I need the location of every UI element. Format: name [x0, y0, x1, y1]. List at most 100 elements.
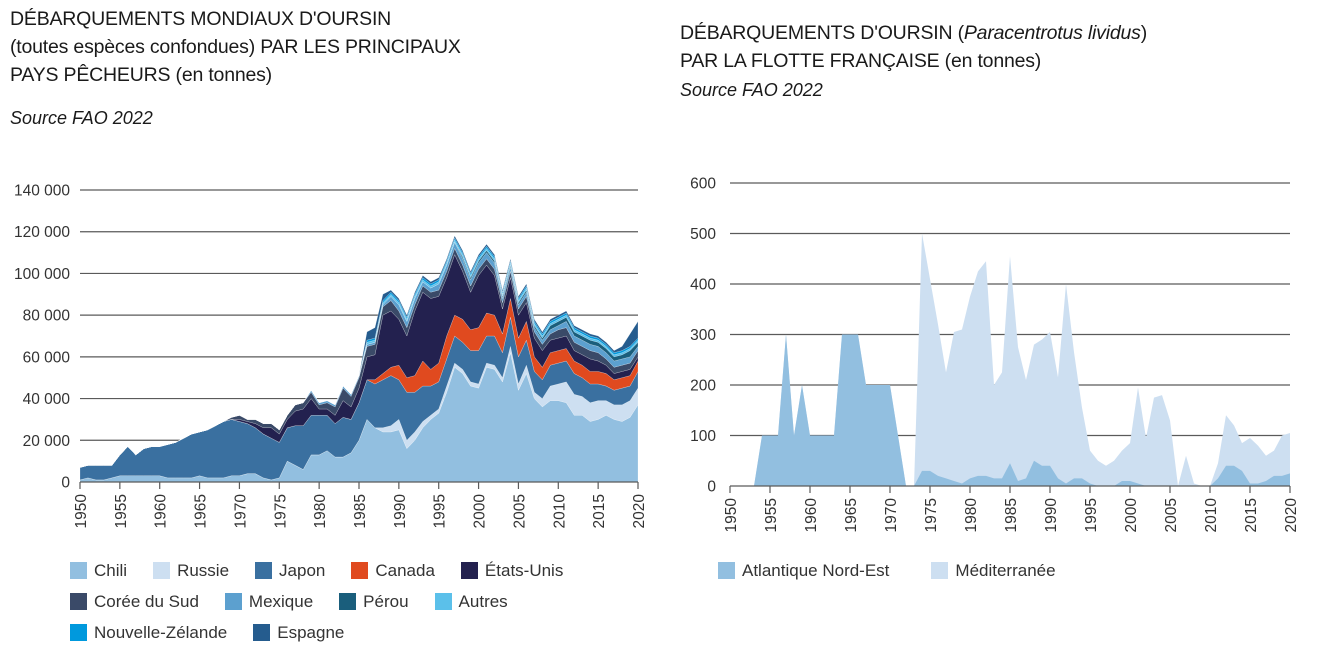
legend-swatch: [253, 624, 271, 641]
right-x-tick-label: 1975: [923, 498, 940, 532]
legend-swatch: [718, 562, 735, 579]
right-y-tick-label: 200: [690, 378, 716, 395]
left-x-tick-label: 2020: [631, 494, 648, 529]
right-title-line1: DÉBARQUEMENTS D'OURSIN (Paracentrotus li…: [680, 19, 1147, 47]
left-x-tick-label: 1985: [352, 494, 369, 528]
legend-label: Mexique: [248, 591, 314, 611]
left-areas: [79, 235, 639, 483]
legend-item-chili: Chili: [70, 561, 127, 581]
right-x-tick-label: 2020: [1283, 498, 1300, 533]
left-title-line1: DÉBARQUEMENTS MONDIAUX D'OURSIN: [10, 8, 392, 30]
legend-swatch: [70, 624, 87, 641]
right-x-tick-label: 1985: [1003, 498, 1020, 532]
legend-swatch: [460, 562, 478, 579]
legend-item-mediterranee: Méditerranée: [931, 560, 1056, 581]
right-source: Source FAO 2022: [680, 80, 823, 100]
left-x-tick-label: 2015: [591, 494, 608, 528]
right-legend: Atlantique Nord-Est Méditerranée: [718, 555, 1098, 586]
right-x-tick-label: 1980: [963, 498, 980, 533]
right-x-tick-label: 2005: [1163, 498, 1180, 532]
legend-item-mexique: Mexique: [224, 591, 314, 612]
right-y-tick-label: 0: [707, 479, 716, 496]
legend-label: Atlantique Nord-Est: [742, 560, 890, 580]
left-x-tick-label: 2000: [472, 494, 489, 529]
legend-label: Pérou: [363, 591, 409, 611]
right-chart: 0 100 200 300 400 500 600 1950 1955 1960 1965 1970 1…: [690, 176, 1300, 533]
left-x-tick-label: 1980: [312, 494, 329, 529]
left-title-line3: PAYS PÊCHEURS (en tonnes): [10, 61, 461, 89]
left-x-tick-label: 2010: [551, 494, 568, 529]
right-x-tick-label: 1950: [723, 498, 740, 533]
right-title-line1c: ): [1140, 22, 1148, 44]
left-x-tick-label: 1970: [232, 494, 249, 529]
legend-item-autres: Autres: [434, 592, 508, 612]
right-areas: [730, 233, 1290, 486]
legend-item-perou: Pérou: [339, 591, 409, 612]
right-x-tick-label: 1965: [843, 498, 860, 532]
left-legend: Chili Russie Japon Canada États-Unis Corée du…: [70, 555, 589, 648]
left-y-tick-label: 20 000: [23, 433, 71, 450]
left-x-tick-label: 1950: [73, 494, 90, 529]
left-title-line3b: (en tonnes): [170, 64, 273, 86]
legend-item-atlantique-nord-est: Atlantique Nord-Est: [718, 561, 889, 581]
legend-swatch: [339, 593, 357, 610]
right-x-tick-label: 2010: [1203, 498, 1220, 533]
legend-label: Nouvelle-Zélande: [94, 622, 228, 642]
legend-item-russie: Russie: [153, 561, 229, 581]
left-y-tick-label: 60 000: [23, 349, 71, 366]
legend-label: Méditerranée: [955, 560, 1056, 580]
left-panel: DÉBARQUEMENTS MONDIAUX D'OURSIN (toutes …: [0, 0, 660, 671]
legend-label: Chili: [94, 560, 128, 580]
right-x-tick-label: 2000: [1123, 498, 1140, 533]
left-x-tick-label: 1990: [392, 494, 409, 529]
right-y-tick-label: 600: [690, 176, 716, 193]
right-title-line1a: DÉBARQUEMENTS D'OURSIN (: [680, 22, 964, 44]
right-legend-row: Atlantique Nord-Est Méditerranée: [718, 555, 1098, 586]
legend-item-nouvelle-zelande: Nouvelle-Zélande: [70, 623, 227, 643]
right-x-tick-label: 2015: [1243, 498, 1260, 532]
legend-swatch: [931, 562, 949, 579]
left-legend-row: Nouvelle-Zélande Espagne: [70, 617, 589, 648]
left-title-line3a: PAYS PÊCHEURS: [10, 64, 171, 86]
left-y-tick-label: 120 000: [14, 224, 70, 241]
left-x-tick-label: 1975: [272, 494, 289, 528]
legend-item-coree-du-sud: Corée du Sud: [70, 592, 199, 612]
left-x-tick-label: 1995: [432, 494, 449, 528]
right-x-tick-label: 1960: [803, 498, 820, 533]
legend-swatch: [70, 593, 87, 610]
right-y-tick-label: 500: [690, 226, 716, 243]
right-area-atlantique-nord-est: [730, 334, 1290, 486]
right-y-tick-label: 300: [690, 327, 716, 344]
legend-item-japon: Japon: [255, 561, 325, 581]
right-x-tick-label: 1970: [883, 498, 900, 533]
left-title-line2: (toutes espèces confondues) PAR LES PRIN…: [10, 36, 461, 58]
left-x-tick-label: 1965: [193, 494, 210, 528]
right-panel: DÉBARQUEMENTS D'OURSIN (Paracentrotus li…: [660, 0, 1323, 671]
legend-item-canada: Canada: [351, 561, 435, 581]
legend-item-espagne: Espagne: [253, 623, 344, 643]
legend-label: Japon: [279, 560, 326, 580]
right-title-line2b: (en tonnes): [939, 50, 1042, 72]
legend-swatch: [351, 562, 369, 579]
right-title-line2a: PAR LA FLOTTE FRANÇAISE: [680, 50, 940, 72]
right-title-species: Paracentrotus lividus: [963, 22, 1141, 44]
legend-swatch: [224, 593, 242, 610]
right-x-tick-label: 1995: [1083, 498, 1100, 532]
legend-swatch: [255, 562, 273, 579]
right-y-tick-label: 100: [690, 428, 716, 445]
legend-label: Corée du Sud: [94, 591, 199, 611]
left-y-tick-label: 40 000: [23, 391, 71, 408]
left-source: Source FAO 2022: [10, 108, 153, 128]
left-x-tick-label: 1955: [113, 494, 130, 528]
left-y-tick-label: 0: [61, 475, 70, 492]
left-chart-title: DÉBARQUEMENTS MONDIAUX D'OURSIN (toutes …: [10, 5, 461, 89]
right-title-line2: PAR LA FLOTTE FRANÇAISE (en tonnes): [680, 47, 1147, 75]
right-chart-title: DÉBARQUEMENTS D'OURSIN (Paracentrotus li…: [680, 19, 1147, 75]
right-y-tick-label: 400: [690, 277, 716, 294]
left-y-tick-label: 80 000: [23, 308, 71, 325]
right-x-tick-label: 1955: [763, 498, 780, 532]
left-x-tick-label: 1960: [153, 494, 170, 529]
left-y-tick-label: 140 000: [14, 183, 70, 200]
left-legend-row: Corée du Sud Mexique Pérou Autres: [70, 586, 589, 617]
legend-item-etats-unis: États-Unis: [460, 561, 563, 581]
